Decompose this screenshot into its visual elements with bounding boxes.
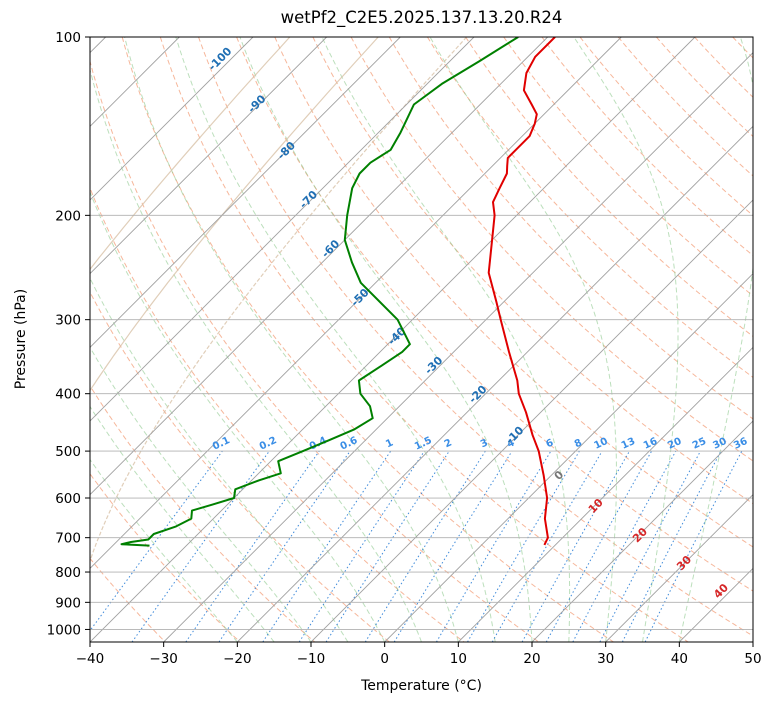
x-axis-label: Temperature (°C) — [90, 678, 753, 694]
x-tick-label: −20 — [223, 651, 252, 667]
y-tick-label: 600 — [55, 491, 81, 507]
isotherm — [0, 37, 400, 642]
y-tick-label: 1000 — [47, 622, 81, 638]
mixing-ratio-label: 2 — [443, 437, 454, 450]
dry-adiabat — [695, 37, 775, 642]
adiabat-label: -90 — [245, 92, 268, 115]
moist-adiabat — [17, 37, 348, 642]
isotherm — [311, 37, 775, 642]
isotherm — [753, 37, 775, 642]
adiabat-label: -60 — [319, 237, 342, 260]
mixing-ratio-line — [436, 451, 551, 642]
y-tick-label: 700 — [55, 531, 81, 547]
dry-adiabat — [8, 37, 390, 642]
mixing-ratio-label: 0.2 — [258, 435, 279, 452]
dry-adiabat — [0, 37, 240, 642]
adiabat-label: -70 — [297, 188, 320, 211]
background-curve — [0, 37, 378, 642]
dry-adiabat — [0, 37, 315, 642]
isotherm — [385, 37, 775, 642]
x-tick-label: −10 — [297, 651, 326, 667]
moist-adiabat — [430, 37, 617, 642]
dry-adiabat — [275, 37, 775, 642]
mixing-ratio-label: 25 — [691, 436, 708, 452]
dry-adiabat — [542, 37, 775, 642]
moist-adiabat — [0, 37, 237, 642]
mixing-ratio-line — [622, 451, 721, 642]
x-tick-label: 30 — [597, 651, 614, 667]
y-tick-label: 800 — [55, 565, 81, 581]
moist-adiabat — [83, 37, 422, 642]
mixing-ratio-label: 20 — [666, 436, 683, 452]
y-tick-label: 200 — [55, 208, 81, 224]
mixing-ratio-line — [365, 451, 485, 642]
isotherm — [679, 37, 775, 642]
y-tick-label: 100 — [55, 30, 81, 46]
x-tick-label: 40 — [671, 651, 688, 667]
mixing-ratio-label: 13 — [620, 436, 637, 452]
adiabat-label: -100 — [206, 44, 235, 73]
y-tick-label: 500 — [55, 444, 81, 460]
isotherm — [16, 37, 621, 642]
dry-adiabat — [656, 37, 775, 642]
isotherm — [0, 37, 253, 642]
mixing-ratio-label: 0.1 — [211, 435, 232, 452]
moist-adiabat — [176, 37, 495, 642]
mixing-ratio-label: 16 — [642, 436, 659, 452]
dry-adiabat — [504, 37, 775, 642]
moist-adiabat — [574, 37, 678, 642]
dry-adiabat — [389, 37, 775, 642]
adiabat-label: 40 — [711, 581, 731, 601]
chart-title: wetPf2_C2E5.2025.137.13.20.R24 — [90, 8, 753, 27]
isotherm — [0, 37, 548, 642]
dry-adiabat — [427, 37, 775, 642]
x-tick-label: 50 — [744, 651, 761, 667]
x-tick-label: −30 — [149, 651, 178, 667]
mixing-ratio-label: 36 — [732, 436, 749, 452]
dry-adiabat — [351, 37, 775, 642]
y-tick-label: 900 — [55, 595, 81, 611]
mixing-ratio-label: 1 — [384, 437, 395, 450]
y-axis-label: Pressure (hPa) — [13, 289, 29, 389]
mixing-ratio-line — [573, 451, 676, 642]
dry-adiabat — [466, 37, 775, 642]
y-tick-label: 300 — [55, 313, 81, 329]
mixing-ratio-line — [522, 451, 629, 642]
isotherm — [0, 37, 327, 642]
x-tick-label: −40 — [76, 651, 105, 667]
adiabat-label: -30 — [422, 354, 445, 377]
x-tick-label: 0 — [380, 651, 389, 667]
background-curve — [0, 37, 290, 642]
moist-adiabat — [0, 37, 274, 642]
adiabat-label: -20 — [466, 383, 489, 406]
mixing-ratio-line — [326, 451, 449, 642]
dry-adiabat — [733, 37, 775, 642]
mixing-ratio-label: 10 — [592, 436, 609, 452]
moist-adiabat — [0, 37, 311, 642]
mixing-ratio-line — [82, 451, 223, 642]
dewpoint-profile — [122, 37, 519, 546]
adiabat-label: 10 — [586, 496, 606, 516]
mixing-ratio-label: 30 — [711, 436, 728, 452]
x-tick-label: 10 — [450, 651, 467, 667]
mixing-ratio-line — [219, 451, 350, 642]
x-tick-label: 20 — [523, 651, 540, 667]
y-tick-label: 400 — [55, 387, 81, 403]
